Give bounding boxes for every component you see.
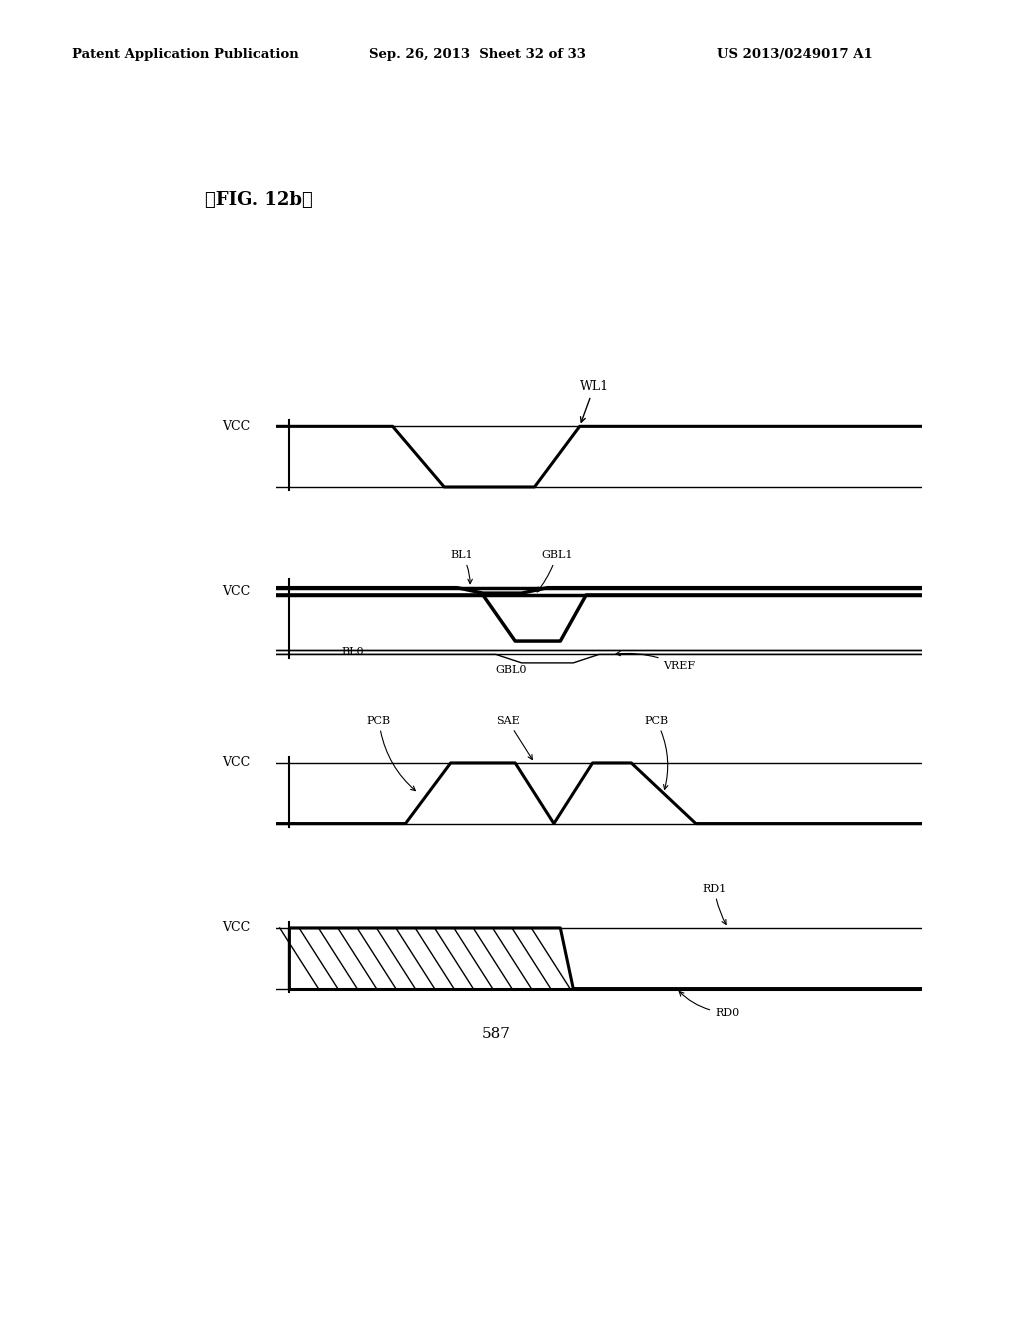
Text: BL0: BL0 (341, 647, 364, 657)
Text: PCB: PCB (367, 715, 416, 791)
Text: GBL1: GBL1 (537, 550, 572, 591)
Text: RD1: RD1 (702, 883, 726, 924)
Text: VCC: VCC (222, 756, 251, 770)
Text: RD0: RD0 (679, 991, 739, 1018)
Text: VCC: VCC (222, 585, 251, 598)
Text: 587: 587 (482, 1027, 511, 1041)
Text: WL1: WL1 (580, 380, 609, 422)
Text: VREF: VREF (616, 651, 695, 671)
Text: 【FIG. 12b】: 【FIG. 12b】 (205, 191, 312, 210)
Text: GBL0: GBL0 (496, 665, 527, 675)
Text: US 2013/0249017 A1: US 2013/0249017 A1 (717, 48, 872, 61)
Text: PCB: PCB (644, 715, 669, 789)
Text: SAE: SAE (496, 715, 532, 759)
Text: VCC: VCC (222, 420, 251, 433)
Text: Sep. 26, 2013  Sheet 32 of 33: Sep. 26, 2013 Sheet 32 of 33 (369, 48, 586, 61)
Text: VCC: VCC (222, 921, 251, 935)
Text: Patent Application Publication: Patent Application Publication (72, 48, 298, 61)
Text: BL1: BL1 (451, 550, 473, 583)
